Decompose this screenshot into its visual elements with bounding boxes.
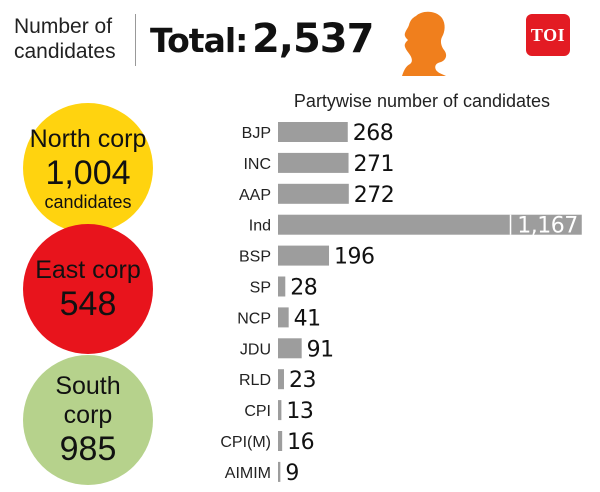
bar-cpi: [278, 400, 282, 421]
south-corp-name: South corp: [55, 372, 121, 429]
category-label-aap: AAP: [239, 187, 271, 204]
bar-bjp: [278, 122, 348, 142]
category-label-aimim: AIMIM: [225, 465, 271, 482]
value-label-aimim: 9: [285, 461, 299, 486]
value-label-jdu: 91: [307, 337, 334, 362]
header-total: Total: 2,537: [150, 16, 375, 62]
bar-bsp: [278, 245, 330, 266]
bar-sp: [278, 276, 286, 297]
bar-ind: [278, 214, 582, 235]
east-corp-value: 548: [59, 284, 117, 323]
value-label-ind: 1,167: [517, 214, 577, 239]
bar-ncp: [278, 307, 289, 328]
category-label-ind: Ind: [249, 218, 271, 235]
category-label-bjp: BJP: [242, 125, 271, 142]
category-label-sp: SP: [250, 280, 271, 297]
category-label-ncp: NCP: [237, 310, 271, 327]
south-corp-value: 985: [59, 430, 117, 468]
bar-inc: [278, 152, 349, 173]
woman-silhouette-icon: [402, 11, 447, 76]
north-corp-name: North corp: [29, 124, 147, 153]
north-corp-circle: North corp 1,004 candidates: [23, 103, 153, 233]
value-label-bsp: 196: [334, 245, 375, 270]
bar-jdu: [278, 338, 302, 359]
value-label-cpi: 13: [286, 399, 313, 424]
total-value: 2,537: [251, 16, 375, 62]
value-label-sp: 28: [290, 276, 317, 301]
category-label-bsp: BSP: [239, 249, 271, 266]
value-label-cpi-m: 16: [287, 430, 314, 455]
header-label: Number of candidates: [14, 15, 116, 63]
ind-bar-separator: [509, 214, 512, 235]
bar-rld: [278, 369, 284, 390]
south-corp-circle: South corp 985: [23, 355, 153, 485]
value-label-inc: 271: [354, 152, 395, 177]
category-label-jdu: JDU: [240, 341, 271, 358]
east-corp-name: East corp: [35, 255, 141, 284]
north-corp-unit: candidates: [44, 191, 132, 212]
bar-aimim: [278, 461, 281, 482]
north-corp-value: 1,004: [45, 153, 131, 192]
category-label-cpi: CPI: [244, 403, 271, 420]
bar-cpi-m: [278, 431, 283, 451]
value-label-rld: 23: [289, 368, 316, 393]
category-label-inc: INC: [243, 156, 271, 173]
toi-logo: TOI: [526, 14, 570, 56]
bar-aap: [278, 183, 349, 204]
category-label-rld: RLD: [239, 372, 271, 389]
east-corp-circle: East corp 548: [23, 224, 153, 354]
value-label-aap: 272: [354, 183, 395, 208]
total-label: Total:: [150, 21, 248, 60]
value-label-ncp: 41: [294, 306, 321, 331]
header-divider: [135, 14, 136, 66]
value-label-bjp: 268: [353, 121, 394, 146]
chart-title: Partywise number of candidates: [294, 91, 550, 111]
category-label-cpi-m: CPI(M): [220, 434, 271, 451]
